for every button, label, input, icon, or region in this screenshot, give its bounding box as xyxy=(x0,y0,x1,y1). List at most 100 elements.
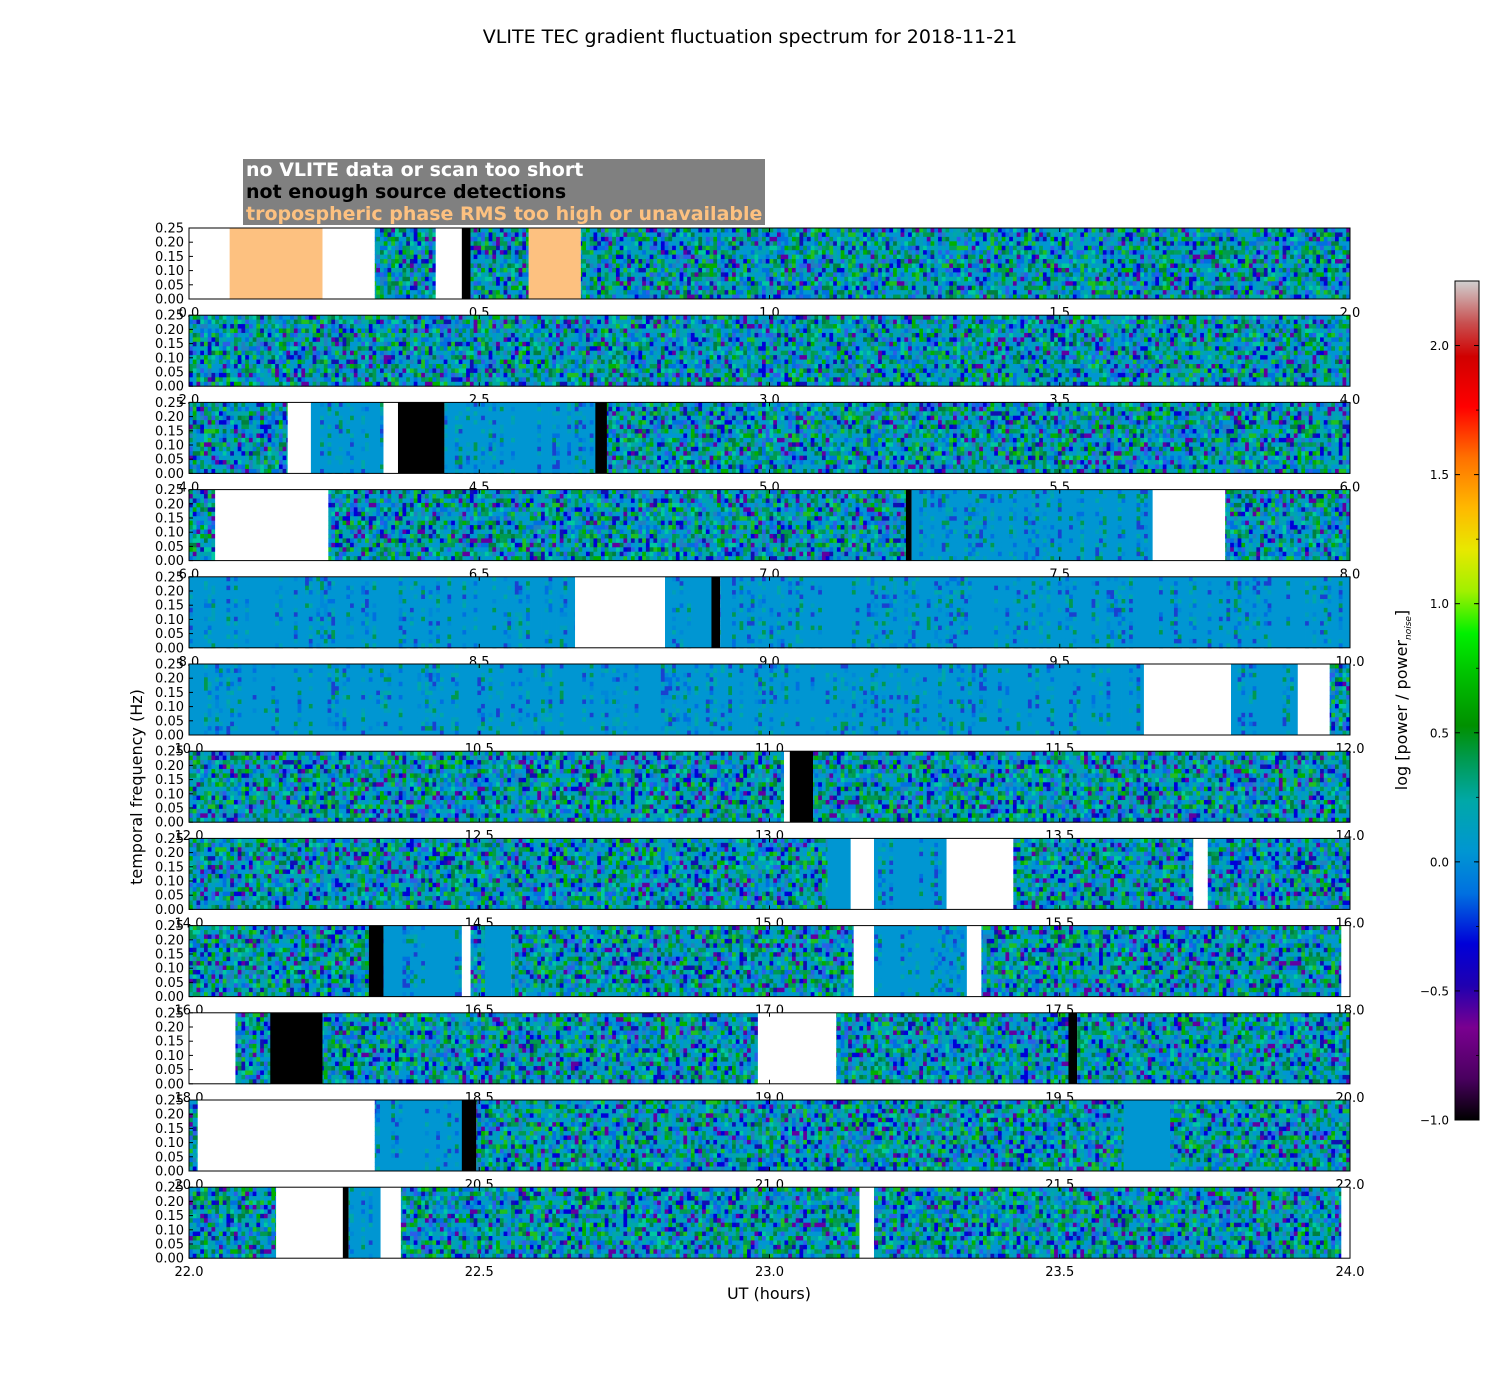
y-tick-label: 0.20 xyxy=(155,323,184,338)
colorbar-tick-label: −0.5 xyxy=(1420,984,1449,998)
y-tick-label: 0.25 xyxy=(155,309,184,324)
segment-black xyxy=(462,228,471,299)
segment-noise xyxy=(375,228,436,299)
y-tick-label: 0.05 xyxy=(155,1063,184,1078)
segment-white xyxy=(1341,1187,1350,1258)
segment-noise xyxy=(1225,490,1350,561)
heatmap-cells xyxy=(189,751,1350,822)
segment-white xyxy=(198,1100,375,1171)
segment-flatnoise xyxy=(912,490,1153,561)
segment-noise xyxy=(189,490,216,561)
segment-noise xyxy=(836,1013,1069,1084)
y-tick-label: 0.25 xyxy=(155,222,184,237)
y-tick-label: 0.20 xyxy=(155,759,184,774)
segment-flatnoise xyxy=(383,926,462,997)
segment-black xyxy=(906,490,912,561)
segment-noise xyxy=(874,1187,1342,1258)
segment-white xyxy=(1298,664,1330,735)
y-tick-label: 0.25 xyxy=(155,919,184,934)
y-tick-label: 0.15 xyxy=(155,1035,184,1050)
segment-noise xyxy=(189,838,828,909)
segment-noise xyxy=(1330,664,1351,735)
segment-flatnoise xyxy=(665,577,712,648)
y-tick-label: 0.10 xyxy=(155,700,184,715)
y-tick-label: 0.10 xyxy=(155,1136,184,1151)
y-tick-label: 0.15 xyxy=(155,860,184,875)
y-tick-label: 0.25 xyxy=(155,832,184,847)
segment-black xyxy=(711,577,720,648)
y-tick-label: 0.25 xyxy=(155,483,184,498)
segment-noise xyxy=(401,1187,860,1258)
y-tick-label: 0.15 xyxy=(155,1122,184,1137)
y-tick-label: 0.20 xyxy=(155,933,184,948)
segment-noise xyxy=(1013,838,1193,909)
y-tick-label: 0.05 xyxy=(155,714,184,729)
segment-noise xyxy=(471,228,529,299)
y-tick-label: 0.05 xyxy=(155,366,184,381)
segment-black xyxy=(270,1013,322,1084)
segment-white xyxy=(967,926,982,997)
panels-group: 0.000.050.100.150.200.250.0 0.5 1.0 1.5 2.00… xyxy=(155,222,1364,1281)
y-tick-label: 0.20 xyxy=(155,410,184,425)
colorbar-tick-label: −1.0 xyxy=(1420,1114,1449,1128)
segment-white xyxy=(383,402,398,473)
segment-black xyxy=(1068,1013,1077,1084)
segment-black xyxy=(369,926,384,997)
y-tick-label: 0.05 xyxy=(155,1238,184,1253)
x-tick-label: 23.5 xyxy=(1045,1265,1074,1280)
y-tick-label: 0.05 xyxy=(155,627,184,642)
y-tick-label: 0.10 xyxy=(155,439,184,454)
segment-noise xyxy=(607,402,1350,473)
segment-white xyxy=(1144,664,1231,735)
y-tick-label: 0.10 xyxy=(155,962,184,977)
segment-noise xyxy=(476,1100,1124,1171)
y-tick-label: 0.05 xyxy=(155,453,184,468)
segment-noise xyxy=(189,402,288,473)
y-tick-label: 0.20 xyxy=(155,1195,184,1210)
x-tick-label: 22.0 xyxy=(175,1265,204,1280)
segment-flatnoise xyxy=(444,402,595,473)
colorbar-label-main: log [power / power xyxy=(1392,640,1411,791)
panel-1: 0.000.050.100.150.200.252.0 2.5 3.0 3.5 4.0 xyxy=(155,309,1360,409)
y-tick-label: 0.25 xyxy=(155,1181,184,1196)
segment-white xyxy=(189,228,230,299)
colorbar-tick-label: 0.5 xyxy=(1430,726,1449,740)
panel-4: 0.000.050.100.150.200.258.0 8.5 9.0 9.5 10.0 xyxy=(155,570,1364,670)
y-tick-label: 0.10 xyxy=(155,613,184,628)
panel-2: 0.000.050.100.150.200.254.0 4.5 5.0 5.5 6.0 xyxy=(155,396,1360,496)
segment-white xyxy=(462,926,471,997)
colorbar-label: log [power / powernoise] xyxy=(1392,610,1414,790)
segment-orange xyxy=(529,228,581,299)
segment-noise xyxy=(328,490,906,561)
segment-flat xyxy=(485,926,511,997)
segment-noise xyxy=(471,926,486,997)
colorbar-tick-label: 1.5 xyxy=(1430,468,1449,482)
y-tick-label: 0.10 xyxy=(155,875,184,890)
y-tick-label: 0.15 xyxy=(155,599,184,614)
segment-white xyxy=(215,490,328,561)
y-tick-label: 0.15 xyxy=(155,948,184,963)
y-tick-label: 0.20 xyxy=(155,672,184,687)
segment-flat xyxy=(1124,1100,1170,1171)
chart-title: VLITE TEC gradient fluctuation spectrum … xyxy=(483,26,1017,48)
segment-flatnoise xyxy=(349,1187,381,1258)
segment-black xyxy=(790,751,813,822)
segment-white xyxy=(1193,838,1208,909)
segment-noise xyxy=(981,926,1341,997)
colorbar-tick-label: 2.0 xyxy=(1430,339,1449,353)
segment-white xyxy=(947,838,1014,909)
y-tick-label: 0.15 xyxy=(155,1209,184,1224)
y-tick-label: 0.15 xyxy=(155,773,184,788)
y-tick-label: 0.25 xyxy=(155,1006,184,1021)
segment-white xyxy=(436,228,462,299)
segment-noise xyxy=(1077,1013,1350,1084)
colorbar-label-sub: noise xyxy=(1404,616,1414,640)
segment-white xyxy=(276,1187,343,1258)
segment-flatnoise xyxy=(311,402,384,473)
heatmap-cells xyxy=(189,664,1350,735)
segment-white xyxy=(851,838,874,909)
